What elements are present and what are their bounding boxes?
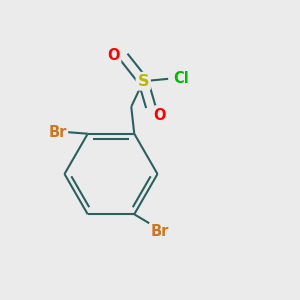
- Text: O: O: [153, 108, 166, 123]
- Text: S: S: [137, 74, 149, 89]
- Text: Cl: Cl: [173, 71, 189, 86]
- Text: Br: Br: [48, 125, 67, 140]
- Text: O: O: [108, 48, 120, 63]
- Text: Br: Br: [150, 224, 169, 239]
